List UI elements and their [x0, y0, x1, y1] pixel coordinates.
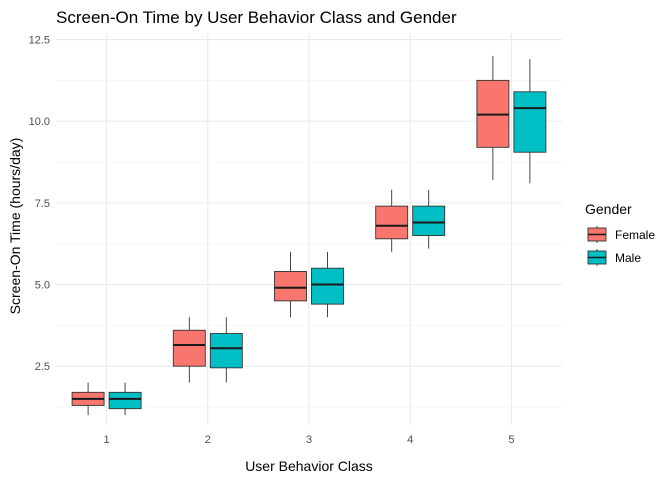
boxplot-female-3: [274, 251, 307, 318]
y-tick-label: 2.5: [35, 361, 50, 373]
y-tick-label: 5.0: [35, 280, 50, 292]
x-tick-label: 5: [508, 434, 514, 446]
legend-label: Female: [615, 228, 655, 242]
grid: [56, 33, 562, 425]
boxplot-female-5: [476, 55, 510, 180]
y-tick-label: 7.5: [35, 198, 50, 210]
box-iqr: [412, 205, 446, 236]
x-tick-label: 4: [407, 434, 413, 446]
boxplots: [71, 55, 547, 416]
boxplot-female-2: [172, 317, 206, 383]
x-tick-label: 3: [306, 434, 312, 446]
y-axis-title: Screen-On Time (hours/day): [7, 138, 23, 315]
boxplot-female-1: [71, 382, 105, 416]
legend-item-male: Male: [587, 249, 641, 266]
box-iqr: [108, 391, 142, 410]
legend-item-female: Female: [587, 226, 655, 243]
legend-label: Male: [615, 251, 641, 265]
x-axis-title: User Behavior Class: [245, 458, 373, 474]
boxplot-male-4: [412, 189, 446, 249]
boxplot-female-4: [375, 189, 409, 252]
x-tick-label: 2: [205, 434, 211, 446]
legend: Gender Female Male: [585, 201, 655, 266]
boxplot-male-2: [209, 317, 243, 383]
box-iqr: [172, 329, 206, 367]
boxplot-male-1: [108, 382, 142, 416]
box-iqr: [311, 267, 344, 305]
y-axis-ticks: 2.5 5.0 7.5 10.0 12.5: [29, 35, 50, 374]
box-iqr: [375, 205, 409, 240]
box-iqr: [513, 91, 547, 153]
x-axis-ticks: 1 2 3 4 5: [104, 434, 515, 446]
legend-title: Gender: [585, 201, 632, 217]
boxplot-male-3: [311, 251, 344, 318]
y-tick-label: 10.0: [29, 116, 50, 128]
box-iqr: [274, 271, 307, 302]
box-iqr: [209, 333, 243, 369]
boxplot-male-5: [513, 59, 547, 184]
chart-title: Screen-On Time by User Behavior Class an…: [56, 8, 457, 27]
x-tick-label: 1: [104, 434, 110, 446]
y-tick-label: 12.5: [29, 35, 50, 47]
